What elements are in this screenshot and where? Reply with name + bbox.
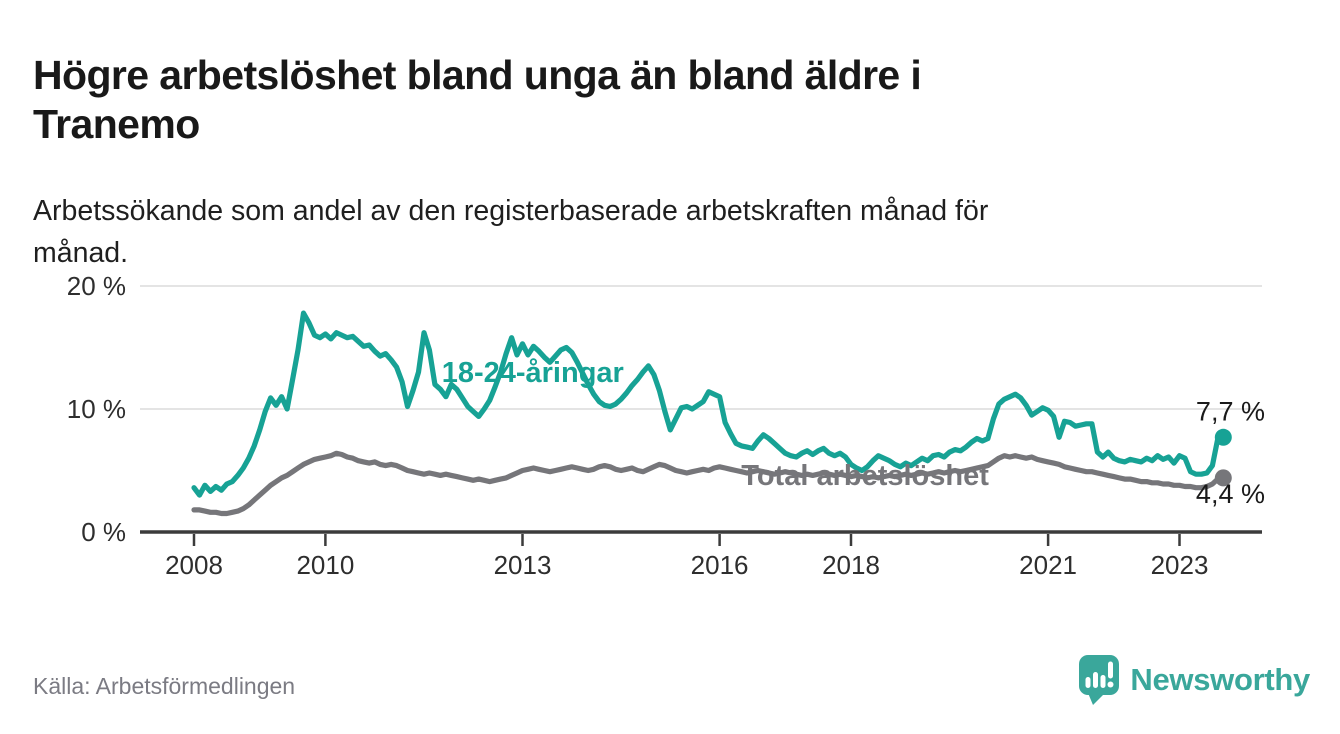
series-end-dot-total <box>1214 469 1232 487</box>
page-title-line-2: Tranemo <box>33 101 200 148</box>
page-title-line-1: Högre arbetslöshet bland unga än bland ä… <box>33 52 922 99</box>
series-inline-label-young: 18-24-åringar <box>442 357 624 389</box>
series-line-total <box>191 450 1226 517</box>
x-tick-label: 2023 <box>1151 550 1209 580</box>
series-inline-label-total: Total arbetslöshet <box>741 460 989 492</box>
x-tick-label: 2010 <box>296 550 354 580</box>
series-line-young <box>191 310 1226 498</box>
brand-logo: Newsworthy <box>1078 654 1310 706</box>
page-title: Högre arbetslöshet bland unga än bland ä… <box>33 51 922 149</box>
page-subtitle: Arbetssökande som andel av den registerb… <box>33 190 988 274</box>
x-tick-label: 2018 <box>822 550 880 580</box>
page-subtitle-line-1: Arbetssökande som andel av den registerb… <box>33 194 989 227</box>
series-end-value-label-total: 4,4 % <box>1196 479 1265 509</box>
x-tick-label: 2008 <box>165 550 223 580</box>
source-note: Källa: Arbetsförmedlingen <box>33 673 296 699</box>
x-tick-label: 2016 <box>691 550 749 580</box>
y-tick-label: 20 % <box>67 271 126 301</box>
brand-name: Newsworthy <box>1130 662 1310 697</box>
x-tick-label: 2013 <box>494 550 552 580</box>
page-subtitle-line-2: månad. <box>33 236 129 269</box>
y-tick-label: 0 % <box>81 517 126 547</box>
speech-bubble-bar-chart-icon <box>1079 655 1120 705</box>
series-end-dot-young <box>1214 428 1232 446</box>
y-tick-label: 10 % <box>67 394 126 424</box>
series-end-value-label-young: 7,7 % <box>1196 397 1265 427</box>
x-tick-label: 2021 <box>1019 550 1077 580</box>
